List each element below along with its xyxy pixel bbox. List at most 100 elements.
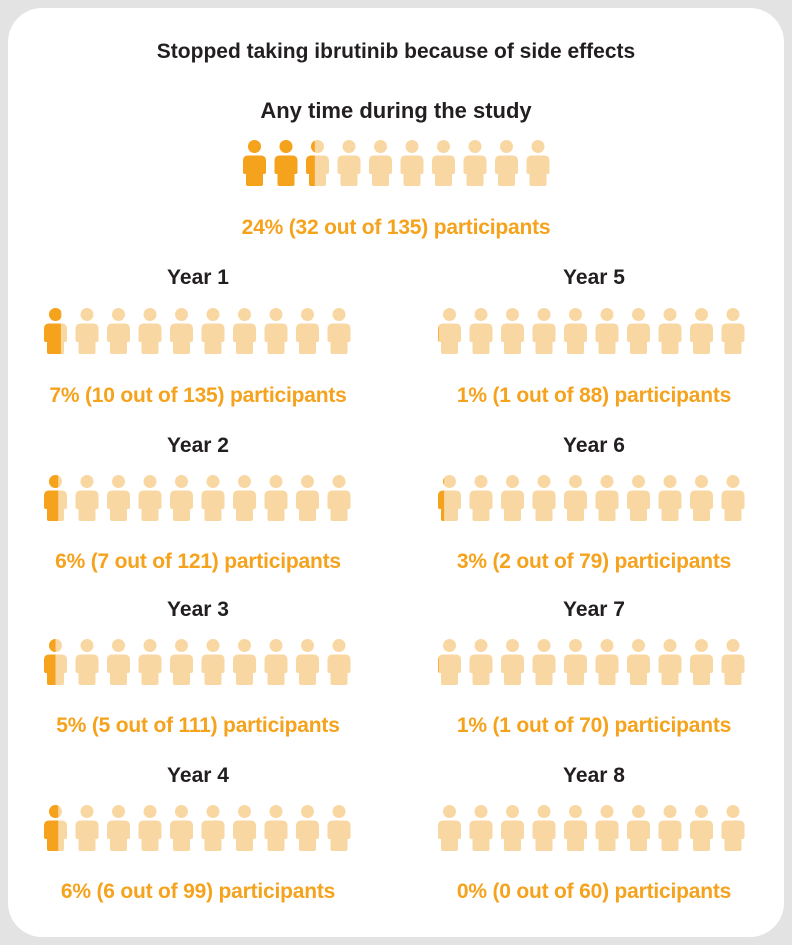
person-icon xyxy=(138,308,162,354)
icon-array-y3 xyxy=(44,639,351,685)
person-icon xyxy=(233,475,256,521)
caption-year-4: 6% (6 out of 99) participants xyxy=(60,880,336,903)
person-icon xyxy=(501,639,524,685)
panel-title-year-7: Year 7 xyxy=(563,598,625,621)
person-icon xyxy=(532,805,556,851)
person-icon xyxy=(107,308,130,354)
icon-row-year-3 xyxy=(42,639,353,690)
caption-year-7: 1% (1 out of 70) participants xyxy=(456,714,732,737)
person-icon xyxy=(44,805,67,851)
person-icon xyxy=(296,475,319,521)
panel-title-year-5: Year 5 xyxy=(563,266,625,289)
caption-year-2: 6% (7 out of 121) participants xyxy=(55,550,341,573)
person-icon xyxy=(627,308,650,354)
person-icon xyxy=(627,805,650,851)
person-icon xyxy=(233,308,256,354)
person-icon xyxy=(501,805,524,851)
panel-title-year-8: Year 8 xyxy=(563,764,625,787)
person-icon xyxy=(75,308,99,354)
person-icon xyxy=(233,639,256,685)
person-icon xyxy=(532,639,556,685)
person-icon xyxy=(564,475,587,521)
person-icon xyxy=(400,140,424,186)
person-icon xyxy=(463,140,487,186)
person-icon xyxy=(658,475,682,521)
icon-array-y2 xyxy=(44,475,351,521)
person-icon xyxy=(138,805,162,851)
person-icon xyxy=(432,140,455,186)
person-icon xyxy=(564,308,587,354)
person-icon xyxy=(233,805,256,851)
person-icon xyxy=(264,475,288,521)
icon-row-year-7 xyxy=(436,639,747,690)
person-icon xyxy=(532,475,556,521)
icon-array-y4 xyxy=(44,805,351,851)
person-icon xyxy=(658,308,682,354)
person-icon xyxy=(75,639,99,685)
person-icon xyxy=(469,639,493,685)
icon-array-y8 xyxy=(438,805,745,851)
person-icon xyxy=(327,475,351,521)
person-icon xyxy=(501,475,524,521)
person-icon xyxy=(327,639,351,685)
person-icon xyxy=(107,639,130,685)
icon-array-y6 xyxy=(438,475,745,521)
person-icon xyxy=(369,140,392,186)
person-icon xyxy=(595,805,619,851)
person-icon xyxy=(44,308,67,354)
person-icon xyxy=(564,639,587,685)
icon-array-any xyxy=(243,140,550,186)
person-icon xyxy=(469,475,493,521)
person-icon xyxy=(201,805,225,851)
panel-title-any: Any time during the study xyxy=(260,98,532,123)
icon-array-y7 xyxy=(438,639,745,685)
icon-row-year-4 xyxy=(42,805,353,856)
icon-row-year-1 xyxy=(42,308,353,359)
icon-row-any xyxy=(241,140,552,191)
icon-row-year-8 xyxy=(436,805,747,856)
figure-card xyxy=(8,8,784,937)
person-icon xyxy=(658,639,682,685)
person-icon xyxy=(138,639,162,685)
person-icon xyxy=(721,475,745,521)
person-icon xyxy=(438,639,461,685)
person-icon xyxy=(75,805,99,851)
person-icon xyxy=(721,639,745,685)
panel-title-year-6: Year 6 xyxy=(563,434,625,457)
caption-year-1: 7% (10 out of 135) participants xyxy=(49,384,347,407)
person-icon xyxy=(595,308,619,354)
person-icon xyxy=(107,805,130,851)
person-icon xyxy=(469,308,493,354)
person-icon xyxy=(264,805,288,851)
person-icon xyxy=(327,805,351,851)
person-icon xyxy=(526,140,550,186)
icon-row-year-5 xyxy=(436,308,747,359)
person-icon xyxy=(264,308,288,354)
person-icon xyxy=(138,475,162,521)
person-icon xyxy=(564,805,587,851)
person-icon xyxy=(690,639,713,685)
person-icon xyxy=(170,475,193,521)
panel-title-year-3: Year 3 xyxy=(167,598,229,621)
person-icon xyxy=(690,805,713,851)
person-icon xyxy=(296,639,319,685)
person-icon xyxy=(44,475,67,521)
person-icon xyxy=(306,140,329,186)
person-icon xyxy=(721,805,745,851)
person-icon xyxy=(690,308,713,354)
person-icon xyxy=(721,308,745,354)
person-icon xyxy=(627,475,650,521)
person-icon xyxy=(264,639,288,685)
person-icon xyxy=(658,805,682,851)
caption-year-5: 1% (1 out of 88) participants xyxy=(456,384,732,407)
person-icon xyxy=(438,475,461,521)
caption-year-8: 0% (0 out of 60) participants xyxy=(456,880,732,903)
person-icon xyxy=(595,475,619,521)
person-icon xyxy=(595,639,619,685)
person-icon xyxy=(690,475,713,521)
panel-title-year-4: Year 4 xyxy=(167,764,229,787)
person-icon xyxy=(274,140,298,186)
person-icon xyxy=(438,805,461,851)
person-icon xyxy=(201,475,225,521)
person-icon xyxy=(337,140,361,186)
